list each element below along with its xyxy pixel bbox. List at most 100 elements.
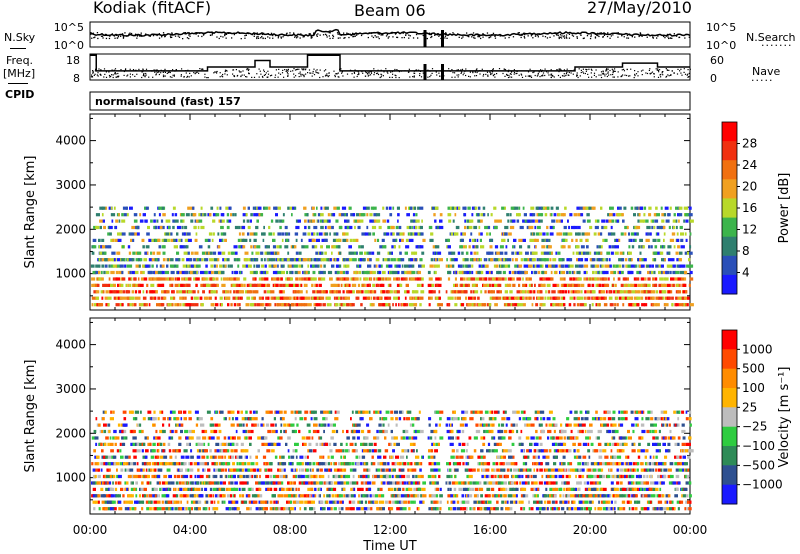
power-cell [357, 283, 361, 287]
power-cell [438, 277, 441, 281]
nsearch-point [657, 35, 659, 37]
power-cell [455, 283, 458, 287]
nave-point [171, 76, 173, 78]
velocity-cell [230, 494, 233, 498]
power-cell [517, 296, 521, 300]
nave-point [193, 72, 195, 74]
power-cell [577, 225, 581, 230]
power-cell [527, 258, 531, 262]
nsearch-point [609, 37, 611, 39]
power-cell [569, 264, 574, 268]
power-cell [271, 296, 274, 300]
velocity-cell [228, 481, 231, 485]
power-cell [340, 283, 343, 287]
power-cell [182, 264, 187, 268]
power-cell [95, 270, 100, 275]
velocity-cell [287, 481, 290, 485]
power-ytick-label: 4000 [55, 134, 86, 148]
power-cell [370, 206, 374, 210]
power-cell [619, 251, 624, 255]
nsearch-point [617, 36, 619, 38]
power-cell [336, 264, 339, 268]
velocity-cell [312, 494, 315, 498]
power-cell [377, 277, 382, 281]
nave-point [483, 73, 485, 76]
nave-point [305, 73, 307, 75]
nave-point [590, 68, 592, 70]
nave-point [676, 73, 679, 75]
power-cell [319, 219, 324, 223]
nave-point [285, 70, 287, 72]
nave-point [559, 68, 561, 70]
power-cell [178, 258, 181, 262]
velocity-cell [320, 507, 323, 511]
nsearch-point [282, 36, 284, 38]
power-cell [648, 283, 651, 287]
power-cell [227, 251, 231, 255]
power-cell [673, 213, 676, 217]
power-cell [282, 283, 286, 287]
power-cell [226, 219, 229, 223]
power-cell [575, 232, 580, 236]
nsearch-point [294, 36, 296, 38]
power-cell [658, 283, 663, 287]
power-cell [534, 238, 539, 242]
power-cell [543, 206, 546, 210]
power-cell [101, 264, 105, 268]
velocity-cell [680, 500, 684, 504]
nave-point [326, 75, 328, 77]
power-cell [649, 270, 652, 275]
nsearch-point [492, 32, 495, 34]
power-cell [470, 290, 472, 294]
power-cell [388, 303, 391, 307]
power-cell [633, 277, 637, 281]
nsearch-point [664, 37, 666, 39]
power-cell [616, 303, 619, 307]
power-cell [265, 245, 270, 249]
power-cell [408, 258, 412, 262]
velocity-cell [291, 494, 295, 498]
power-cell [281, 232, 285, 236]
nsearch-point [678, 36, 681, 38]
nave-point [603, 72, 605, 75]
nave-point [451, 69, 453, 71]
nave-point [245, 76, 247, 78]
velocity-cell [682, 494, 687, 498]
velocity-cell [303, 494, 308, 498]
velocity-cell [535, 507, 540, 511]
power-cell [655, 283, 657, 287]
nave-point [125, 68, 127, 70]
velocity-cell [507, 494, 511, 498]
nsearch-point [556, 34, 558, 36]
power-cell [563, 225, 567, 230]
power-cell [666, 251, 671, 255]
nsearch-point [261, 33, 263, 36]
nave-point [396, 69, 398, 71]
power-cell [170, 258, 174, 262]
power-cell [592, 277, 597, 281]
power-cell [199, 258, 202, 262]
nave-point [649, 68, 651, 70]
nsearch-point [452, 32, 454, 34]
nave-point [114, 68, 117, 70]
velocity-cell [246, 481, 249, 485]
power-cell [135, 258, 140, 262]
power-cell [121, 270, 124, 275]
power-cell [338, 213, 342, 217]
power-cell [348, 283, 351, 287]
power-cell [404, 264, 406, 268]
power-cell [606, 258, 609, 262]
nave-point [349, 69, 352, 71]
power-cell [121, 283, 124, 287]
nsearch-point [114, 37, 116, 39]
power-cell [602, 238, 605, 242]
power-cell [153, 277, 157, 281]
power-cell [679, 225, 683, 230]
velocity-cell [184, 487, 189, 491]
power-cell [665, 296, 669, 300]
power-cell [594, 225, 599, 230]
velocity-cell [356, 507, 358, 511]
power-cell [635, 277, 640, 281]
velocity-cell [449, 487, 452, 491]
velocity-cell [452, 500, 456, 504]
